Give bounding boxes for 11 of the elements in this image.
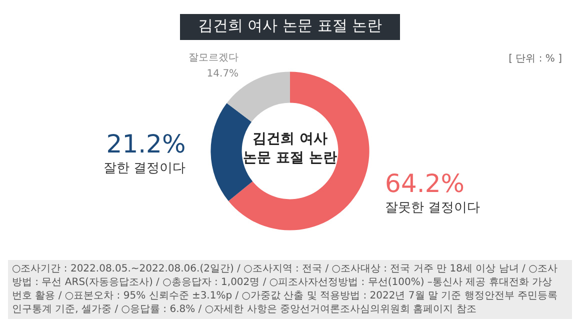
data-label: 21.2% xyxy=(106,130,186,159)
slice-label: 잘모르겠다 xyxy=(188,52,239,64)
slice-label: 잘못한 결정이다 xyxy=(385,200,480,216)
data-label: 14.7% xyxy=(206,68,239,80)
chart-title: 김건희 여사 논문 표절 논란 xyxy=(198,16,382,34)
text: [ 단위 : % ] xyxy=(508,54,562,64)
data-label: 64.2% xyxy=(385,168,464,198)
text: 김건희 여사 xyxy=(252,131,328,147)
text: ○조사기간 : 2022.08.05.~2022.08.06.(2일간) / ○조사지역 : 전국 / ○조사대상 : 전국 거주 만 18세 이상 남녀 / ○조사방법 : 무선 ARS(자동응답조사) / ○총응답자 : 1,002명 / ○피조사자선정방법 : 무선(100%) –통신사 제공 휴대전화 가상번호 활용 / ○표본오차 : 95% 신뢰수준 ±3.1%p / ○가중값 산출 및 적용방법 : 2022년 7월 말 기준 행정안전부 주민등록인구통계 기준, 셀가중 / ○응답률 : 6.8% / ○자세한 사항은 중앙선거여론조사심의위원회 홈페이지 참조 xyxy=(12,263,558,315)
slice-label: 잘한 결정이다 xyxy=(104,161,186,176)
text: 논문 표절 논란 xyxy=(243,150,337,166)
